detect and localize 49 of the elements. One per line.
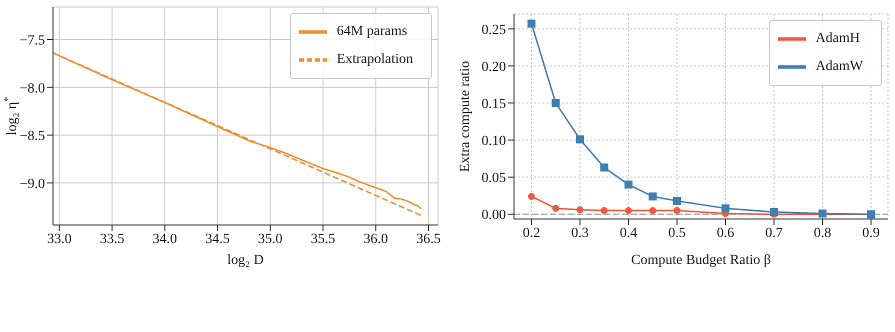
x-tick-label: 34.0	[152, 232, 178, 247]
x-tick-label: 33.5	[100, 232, 124, 247]
x-tick-label: 0.3	[571, 226, 589, 241]
y-tick-label: 0.05	[482, 171, 506, 186]
x-tick-label: 0.8	[814, 226, 832, 241]
x-axis-title: log₂ D	[227, 253, 264, 268]
x-tick-label: 35.0	[258, 232, 283, 247]
y-tick-label: −8.0	[20, 81, 45, 96]
point	[770, 208, 778, 216]
legend-label: 64M params	[336, 24, 408, 40]
legend-label: AdamW	[816, 59, 863, 74]
point	[528, 192, 535, 200]
legend-label: AdamH	[816, 31, 860, 46]
x-tick-label: 34.5	[205, 232, 230, 247]
point	[649, 207, 656, 214]
x-axis-title: Compute Budget Ratio β	[631, 253, 771, 268]
point	[600, 164, 608, 172]
point	[624, 207, 632, 214]
legend-label: Extrapolation	[336, 52, 413, 68]
y-tick-label: −9.0	[20, 176, 45, 192]
point	[648, 192, 657, 200]
y-tick-label: 0.00	[482, 208, 506, 224]
point	[673, 207, 680, 214]
y-tick-label: 0.20	[482, 60, 506, 75]
point	[527, 20, 536, 28]
y-axis-title: Extra compute ratio	[458, 60, 473, 172]
x-tick-label: 0.4	[620, 226, 638, 241]
point	[600, 207, 608, 214]
point	[552, 99, 560, 107]
x-tick-label: 36.0	[364, 232, 388, 247]
x-tick-label: 33.0	[47, 232, 72, 247]
x-tick-label: 36.5	[416, 232, 441, 247]
x-tick-label: 0.6	[716, 226, 734, 241]
point	[624, 180, 632, 189]
point	[552, 204, 560, 212]
x-tick-label: 0.9	[862, 226, 880, 241]
y-tick-label: 0.10	[482, 134, 506, 150]
x-tick-label: 0.7	[765, 226, 783, 241]
point	[576, 135, 584, 144]
point	[672, 196, 681, 205]
y-tick-label: 0.25	[482, 22, 506, 38]
y-tick-label: −8.5	[20, 129, 45, 144]
y-tick-label: −7.5	[20, 33, 45, 48]
x-tick-label: 0.2	[522, 226, 540, 241]
x-tick-label: 35.5	[310, 232, 336, 247]
y-tick-label: 0.15	[482, 96, 506, 112]
point	[721, 204, 730, 212]
point	[576, 206, 584, 214]
x-tick-label: 0.5	[668, 226, 686, 241]
